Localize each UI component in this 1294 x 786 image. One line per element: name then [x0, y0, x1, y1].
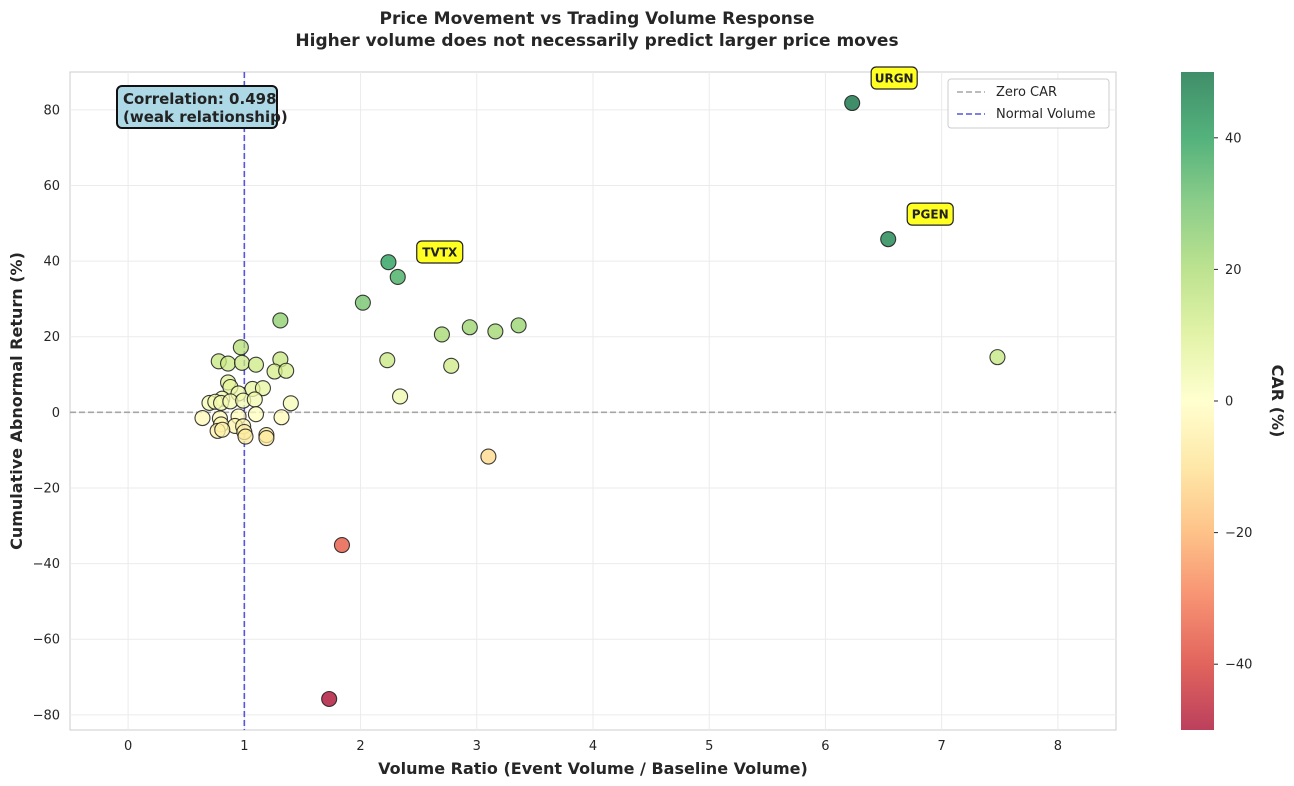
legend-label-zero-car: Zero CAR	[996, 85, 1057, 100]
annotation-box	[870, 66, 918, 90]
data-point	[273, 409, 290, 426]
data-point	[246, 391, 263, 408]
data-point	[232, 339, 249, 356]
x-axis-ticks: 0 1 2 3 4 5 6 7 8	[124, 739, 1062, 754]
y-tick-label: −60	[33, 633, 60, 648]
data-point	[510, 317, 527, 334]
colorbar-tick-label: −20	[1225, 526, 1252, 541]
colorbar-gradient	[1181, 72, 1214, 730]
chart-title: Price Movement vs Trading Volume Respons…	[379, 9, 814, 29]
colorbar-tick-label: 40	[1225, 131, 1242, 146]
data-point	[461, 319, 478, 336]
annotation-pgen: PGEN	[906, 202, 954, 226]
data-point	[354, 294, 371, 311]
x-axis-label: Volume Ratio (Event Volume / Baseline Vo…	[378, 759, 808, 778]
data-point	[321, 690, 338, 708]
data-point	[443, 357, 460, 374]
colorbar-tick-label: 20	[1225, 263, 1242, 278]
data-point	[379, 352, 396, 369]
legend: Zero CAR Normal Volume	[947, 78, 1110, 129]
y-axis-ticks: −80 −60 −40 −20 0 20 40 60 80	[33, 103, 60, 723]
colorbar-tick-label: −40	[1225, 658, 1252, 673]
x-tick-label: 6	[821, 739, 829, 754]
x-tick-label: 4	[589, 739, 597, 754]
x-tick-label: 7	[938, 739, 946, 754]
y-tick-label: −20	[33, 481, 60, 496]
correlation-text: Correlation: 0.498	[123, 90, 277, 108]
annotation-tvtx: TVTX	[416, 240, 464, 264]
data-point	[333, 537, 351, 554]
annotation-label: TVTX	[422, 245, 458, 259]
colorbar-ticks: −40 −20 0 20 40	[1214, 131, 1252, 673]
data-point	[247, 406, 265, 423]
annotation-label: PGEN	[912, 208, 949, 222]
annotation-urgn: URGN	[870, 66, 918, 90]
x-tick-label: 2	[356, 739, 364, 754]
y-tick-label: 40	[43, 255, 60, 270]
y-axis-label: Cumulative Abnormal Return (%)	[7, 252, 26, 550]
correlation-box-frame	[116, 85, 278, 129]
data-point	[282, 395, 299, 412]
y-tick-label: 60	[43, 179, 60, 194]
data-point	[237, 428, 254, 445]
annotation-label: URGN	[875, 72, 914, 86]
data-point	[258, 430, 275, 447]
data-point	[247, 356, 265, 373]
data-point	[214, 421, 231, 438]
data-point	[278, 362, 295, 379]
colorbar-tick-label: 0	[1225, 395, 1233, 410]
data-point	[844, 94, 861, 112]
x-tick-label: 3	[473, 739, 481, 754]
data-point	[380, 254, 397, 271]
data-point	[433, 326, 450, 343]
y-tick-label: −80	[33, 708, 60, 723]
data-point	[233, 354, 251, 371]
colorbar: −40 −20 0 20 40 CAR (%)	[1181, 72, 1287, 730]
x-tick-label: 8	[1054, 739, 1062, 754]
annotation-box	[416, 240, 464, 264]
correlation-subtext: (weak relationship)	[123, 108, 288, 126]
data-point	[272, 312, 289, 329]
x-tick-label: 5	[705, 739, 713, 754]
colorbar-label: CAR (%)	[1268, 365, 1287, 438]
x-tick-label: 0	[124, 739, 132, 754]
data-point	[254, 380, 271, 397]
correlation-box: Correlation: 0.498 (weak relationship)	[116, 85, 288, 129]
data-point	[220, 355, 237, 372]
data-point	[880, 231, 897, 248]
data-point	[392, 388, 409, 405]
annotation-box	[906, 202, 954, 226]
y-tick-label: −40	[33, 557, 60, 572]
point-annotations: URGN PGEN TVTX	[416, 66, 954, 264]
data-point	[480, 448, 497, 465]
chart-subtitle: Higher volume does not necessarily predi…	[295, 31, 898, 51]
data-point	[194, 409, 211, 427]
y-tick-label: 20	[43, 330, 60, 345]
legend-frame	[947, 78, 1110, 129]
x-tick-label: 1	[240, 739, 248, 754]
legend-label-normal-volume: Normal Volume	[996, 107, 1096, 122]
y-tick-label: 0	[52, 406, 60, 421]
y-tick-label: 80	[43, 103, 60, 118]
data-point	[989, 349, 1006, 366]
data-points	[194, 94, 1006, 708]
data-point	[487, 323, 504, 340]
data-point	[389, 268, 406, 286]
